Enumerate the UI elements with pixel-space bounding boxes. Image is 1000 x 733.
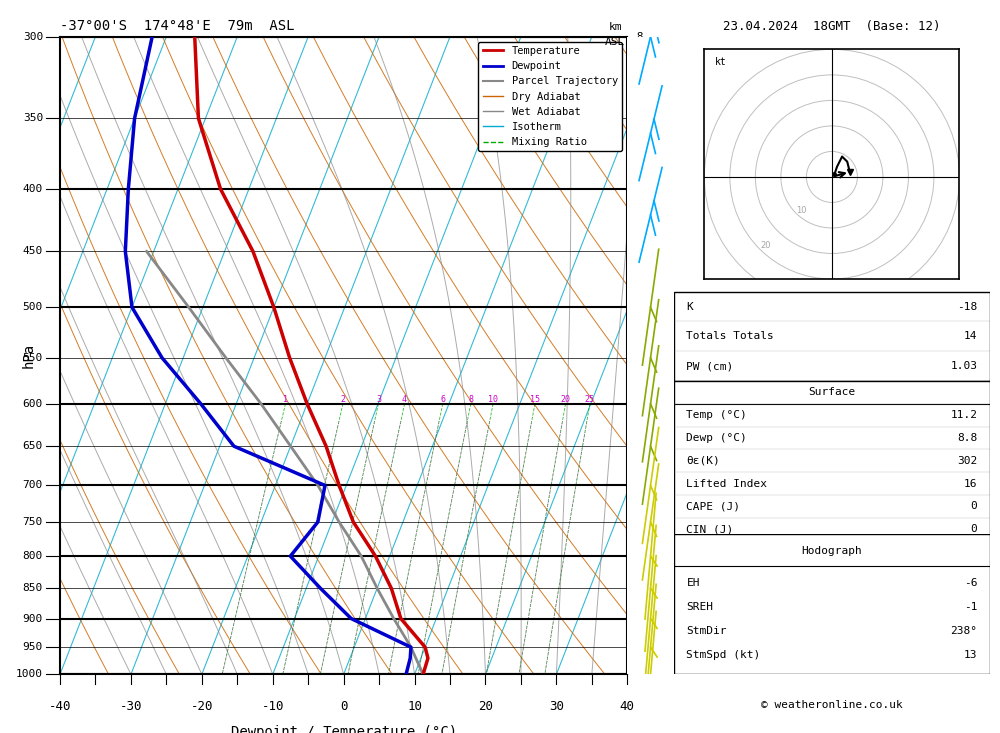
Text: © weatheronline.co.uk: © weatheronline.co.uk	[761, 700, 903, 710]
Title: 23.04.2024  18GMT  (Base: 12): 23.04.2024 18GMT (Base: 12)	[723, 20, 941, 33]
Text: Lifted Index: Lifted Index	[686, 606, 767, 616]
FancyBboxPatch shape	[674, 292, 990, 381]
Text: 0: 0	[971, 626, 977, 636]
Text: Lifted Index: Lifted Index	[686, 479, 767, 488]
Text: 1: 1	[283, 395, 288, 404]
Text: 600: 600	[23, 399, 43, 409]
Text: 11.2: 11.2	[950, 410, 977, 420]
Text: 3: 3	[376, 395, 381, 404]
Text: -6: -6	[630, 184, 644, 194]
Text: hPa: hPa	[22, 343, 36, 368]
Text: 350: 350	[23, 114, 43, 123]
Text: Pressure (mb): Pressure (mb)	[686, 566, 774, 575]
Text: PW (cm): PW (cm)	[686, 361, 734, 371]
Text: 25: 25	[585, 395, 595, 404]
Text: 14: 14	[964, 331, 977, 342]
Text: -1: -1	[630, 614, 644, 624]
Text: 6: 6	[440, 395, 445, 404]
Text: -3: -3	[630, 480, 644, 490]
Text: 20: 20	[478, 700, 493, 713]
Text: 650: 650	[23, 441, 43, 452]
Text: ASL: ASL	[605, 37, 625, 47]
Text: 30: 30	[549, 700, 564, 713]
Text: 550: 550	[23, 353, 43, 363]
Text: -8: -8	[630, 32, 644, 42]
Text: -7: -7	[630, 114, 644, 123]
FancyBboxPatch shape	[674, 381, 990, 540]
Text: 500: 500	[23, 302, 43, 312]
Text: CIN (J): CIN (J)	[686, 647, 734, 657]
Text: 302: 302	[957, 456, 977, 465]
Text: 450: 450	[23, 246, 43, 257]
Text: 40: 40	[620, 700, 635, 713]
Text: 750: 750	[23, 517, 43, 527]
Text: 17: 17	[964, 606, 977, 616]
Text: -40: -40	[49, 700, 71, 713]
Text: -4: -4	[630, 399, 644, 409]
Text: θε (K): θε (K)	[686, 586, 727, 596]
Text: -10: -10	[261, 700, 284, 713]
Text: 850: 850	[23, 583, 43, 593]
Text: Dewpoint / Temperature (°C): Dewpoint / Temperature (°C)	[231, 726, 457, 733]
Text: 800: 800	[23, 551, 43, 561]
Text: 10: 10	[488, 395, 498, 404]
Text: 20: 20	[561, 395, 571, 404]
Text: Most Unstable: Most Unstable	[788, 545, 876, 556]
Text: Surface: Surface	[808, 388, 856, 397]
Text: km: km	[608, 22, 622, 32]
Text: CAPE (J): CAPE (J)	[686, 501, 740, 512]
Text: CAPE (J): CAPE (J)	[686, 626, 740, 636]
Text: 1000: 1000	[16, 669, 43, 679]
Text: CIN (J): CIN (J)	[686, 524, 734, 534]
Text: 900: 900	[23, 614, 43, 624]
Text: 8: 8	[468, 395, 473, 404]
Text: Totals Totals: Totals Totals	[686, 331, 774, 342]
FancyBboxPatch shape	[674, 540, 990, 662]
Text: -2: -2	[630, 551, 644, 561]
Text: 0: 0	[971, 524, 977, 534]
Legend: Temperature, Dewpoint, Parcel Trajectory, Dry Adiabat, Wet Adiabat, Isotherm, Mi: Temperature, Dewpoint, Parcel Trajectory…	[478, 42, 622, 152]
Text: -LCL: -LCL	[630, 648, 657, 658]
Text: 16: 16	[964, 479, 977, 488]
Text: 306: 306	[957, 586, 977, 596]
Text: -20: -20	[191, 700, 213, 713]
Text: 4: 4	[402, 395, 407, 404]
Text: Mixing Ratio (g/kg): Mixing Ratio (g/kg)	[639, 331, 649, 443]
Text: θε(K): θε(K)	[686, 456, 720, 465]
Text: 0: 0	[340, 700, 347, 713]
Text: -37°00'S  174°48'E  79m  ASL: -37°00'S 174°48'E 79m ASL	[60, 19, 294, 33]
Text: 8.8: 8.8	[957, 433, 977, 443]
Text: K: K	[686, 301, 693, 312]
Text: Temp (°C): Temp (°C)	[686, 410, 747, 420]
Text: 0: 0	[971, 501, 977, 512]
Text: -5: -5	[630, 302, 644, 312]
Text: 950: 950	[23, 642, 43, 652]
Text: 0: 0	[971, 647, 977, 657]
Text: 750: 750	[957, 566, 977, 575]
Text: 400: 400	[23, 184, 43, 194]
Text: 10: 10	[407, 700, 422, 713]
Text: 300: 300	[23, 32, 43, 42]
Text: 700: 700	[23, 480, 43, 490]
Text: 15: 15	[530, 395, 540, 404]
Text: 2: 2	[340, 395, 345, 404]
Text: 1.03: 1.03	[950, 361, 977, 371]
Text: -18: -18	[957, 301, 977, 312]
Text: -30: -30	[120, 700, 142, 713]
Text: Dewp (°C): Dewp (°C)	[686, 433, 747, 443]
